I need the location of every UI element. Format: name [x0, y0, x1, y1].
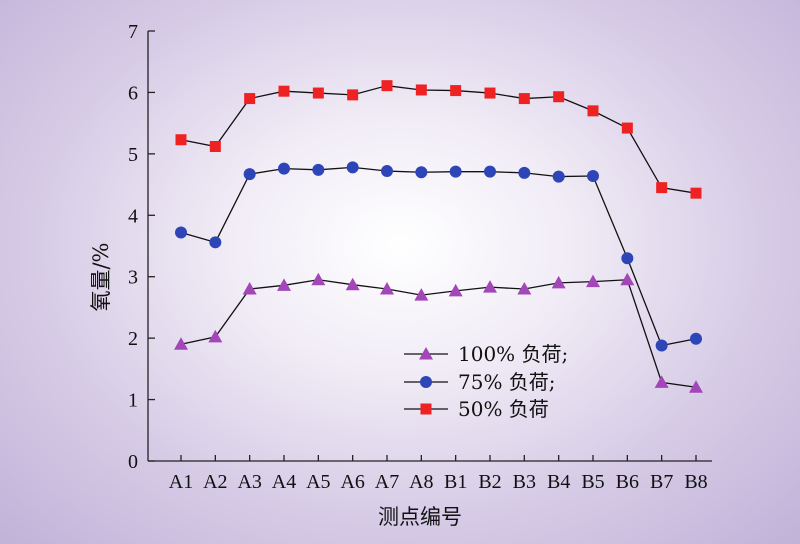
x-tick-label: A3 — [237, 471, 261, 493]
y-axis-title: 氧量/% — [89, 242, 113, 311]
data-point — [518, 166, 531, 179]
data-point — [484, 165, 496, 178]
x-tick-label: B2 — [478, 471, 501, 493]
legend-item: 100% 负荷; — [404, 342, 568, 366]
data-point — [689, 380, 703, 393]
y-tick-label: 7 — [128, 21, 138, 43]
data-point — [415, 84, 427, 96]
legend-item: 50% 负荷 — [404, 397, 549, 421]
x-axis-title: 测点编号 — [378, 505, 462, 529]
data-point — [620, 272, 635, 286]
y-tick-label: 0 — [128, 451, 138, 473]
legend: 100% 负荷; 75% 负荷; 50% 负荷 — [404, 342, 568, 421]
data-point — [312, 163, 325, 176]
data-point — [242, 282, 257, 295]
data-point — [311, 272, 326, 286]
series-line — [180, 85, 697, 194]
series-line — [180, 279, 697, 388]
legend-label: 100% 负荷; — [458, 342, 568, 366]
data-point — [209, 140, 221, 152]
data-point — [655, 339, 668, 352]
data-point — [621, 122, 633, 134]
data-point — [621, 252, 634, 265]
axes: 0 1 2 3 4 5 6 7 A1 A2 A3 A4 A5 A6 A7 A8 B1 B2 B3 B4 B5 B6 B7 B8 — [128, 21, 712, 493]
data-point — [448, 283, 463, 297]
legend-label: 75% 负荷; — [458, 370, 556, 394]
data-point — [208, 329, 223, 343]
data-point — [518, 93, 530, 105]
x-tick-label: B3 — [513, 471, 536, 493]
data-point — [380, 282, 394, 295]
data-point — [654, 375, 669, 388]
data-point — [483, 280, 497, 293]
y-tick-label: 2 — [128, 328, 138, 350]
data-point — [278, 162, 290, 175]
x-tick-label: A6 — [340, 471, 364, 493]
data-point — [414, 288, 429, 301]
legend-marker — [420, 376, 432, 388]
data-point — [690, 187, 702, 199]
series-circle — [175, 161, 702, 352]
data-point — [243, 168, 256, 181]
x-tick-label: A4 — [272, 471, 296, 493]
data-point — [381, 80, 393, 92]
series-triangle — [174, 272, 703, 393]
data-point — [347, 89, 359, 101]
legend-item: 75% 负荷; — [404, 370, 556, 394]
legend-label: 50% 负荷 — [458, 397, 549, 421]
data-point — [656, 182, 668, 194]
data-point — [484, 87, 496, 99]
data-point — [209, 236, 222, 249]
data-point — [415, 166, 428, 179]
x-tick-label: B7 — [650, 471, 673, 493]
data-point — [449, 165, 462, 178]
data-point — [450, 85, 462, 97]
data-point — [381, 165, 393, 178]
series-square — [175, 80, 702, 199]
data-point — [553, 91, 565, 103]
x-tick-label: B5 — [581, 471, 604, 493]
data-point — [517, 282, 532, 295]
data-point — [174, 337, 188, 350]
series-layer — [174, 80, 703, 393]
data-point — [587, 105, 599, 117]
x-tick-label: B6 — [616, 471, 639, 493]
series-line — [180, 166, 697, 347]
x-tick-label: A2 — [203, 471, 227, 493]
data-point — [277, 278, 291, 291]
data-point — [244, 93, 256, 105]
data-point — [175, 226, 187, 239]
data-point — [346, 161, 359, 174]
data-point — [587, 169, 599, 182]
y-tick-label: 3 — [128, 267, 138, 289]
legend-marker — [419, 347, 433, 360]
y-tick-label: 6 — [128, 82, 138, 104]
data-point — [690, 332, 702, 345]
data-point — [552, 170, 565, 183]
data-point — [586, 274, 600, 288]
y-tick-label: 5 — [128, 144, 138, 166]
x-tick-label: B8 — [684, 471, 707, 493]
y-tick-label: 1 — [128, 390, 138, 412]
data-point — [175, 134, 187, 146]
x-tick-label: A5 — [306, 471, 330, 493]
x-tick-label: B1 — [444, 471, 467, 493]
data-point — [278, 85, 290, 97]
x-tick-label: A1 — [169, 471, 193, 493]
y-tick-label: 4 — [128, 205, 138, 227]
legend-marker — [420, 403, 432, 415]
data-point — [345, 277, 360, 291]
x-tick-label: A8 — [409, 471, 433, 493]
data-point — [551, 275, 566, 289]
x-tick-label: A7 — [375, 471, 399, 493]
data-point — [312, 87, 324, 99]
x-tick-label: B4 — [547, 471, 570, 493]
